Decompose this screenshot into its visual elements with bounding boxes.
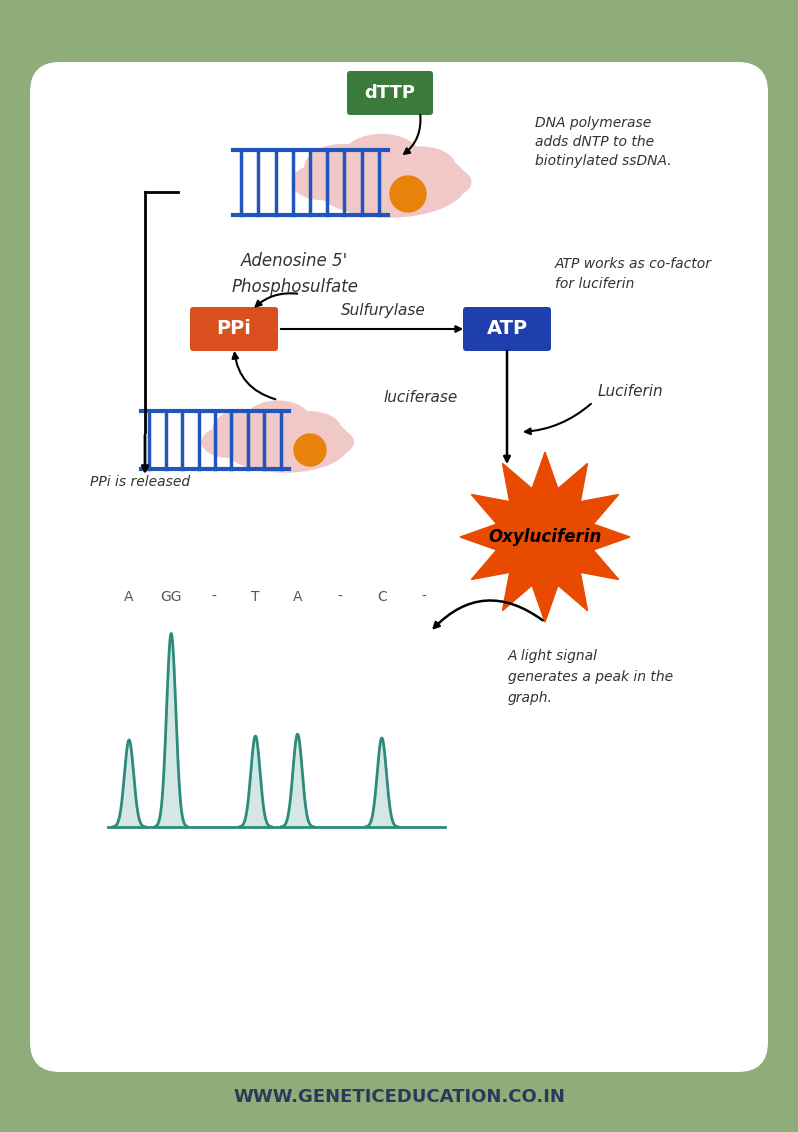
- Text: -: -: [338, 590, 342, 604]
- Text: dTTP: dTTP: [365, 84, 416, 102]
- Text: -: -: [211, 590, 215, 604]
- Ellipse shape: [384, 147, 456, 187]
- Text: ATP works as co-factor
for luciferin: ATP works as co-factor for luciferin: [555, 257, 712, 291]
- Ellipse shape: [280, 412, 341, 446]
- Text: -: -: [421, 590, 426, 604]
- Text: Sulfurylase: Sulfurylase: [341, 302, 425, 317]
- Text: GG: GG: [160, 590, 182, 604]
- Text: luciferase: luciferase: [384, 389, 458, 404]
- FancyBboxPatch shape: [463, 307, 551, 351]
- Text: Oxyluciferin: Oxyluciferin: [488, 528, 602, 546]
- Ellipse shape: [292, 164, 352, 199]
- FancyBboxPatch shape: [30, 62, 768, 1072]
- Text: C: C: [377, 590, 387, 604]
- Ellipse shape: [246, 401, 310, 440]
- Circle shape: [390, 175, 426, 212]
- Text: WWW.GENETICEDUCATION.CO.IN: WWW.GENETICEDUCATION.CO.IN: [233, 1088, 565, 1106]
- Text: Adenosine 5'
Phosphosulfate: Adenosine 5' Phosphosulfate: [231, 252, 358, 295]
- Ellipse shape: [220, 412, 350, 472]
- Ellipse shape: [314, 147, 467, 217]
- Ellipse shape: [343, 135, 420, 180]
- Text: A light signal
generates a peak in the
graph.: A light signal generates a peak in the g…: [508, 650, 674, 704]
- Ellipse shape: [411, 166, 471, 198]
- Text: A: A: [293, 590, 302, 604]
- Ellipse shape: [303, 428, 354, 456]
- Text: PPi is released: PPi is released: [90, 475, 190, 489]
- FancyBboxPatch shape: [347, 71, 433, 115]
- Polygon shape: [460, 452, 630, 621]
- Text: DNA polymerase
adds dNTP to the
biotinylated ssDNA.: DNA polymerase adds dNTP to the biotinyl…: [535, 115, 672, 169]
- FancyBboxPatch shape: [190, 307, 278, 351]
- Ellipse shape: [202, 427, 253, 457]
- Ellipse shape: [305, 145, 381, 189]
- Text: PPi: PPi: [216, 319, 251, 338]
- Ellipse shape: [213, 410, 278, 448]
- Text: T: T: [251, 590, 259, 604]
- Circle shape: [294, 434, 326, 466]
- Text: Luciferin: Luciferin: [598, 385, 664, 400]
- Text: ATP: ATP: [487, 319, 527, 338]
- Text: A: A: [124, 590, 134, 604]
